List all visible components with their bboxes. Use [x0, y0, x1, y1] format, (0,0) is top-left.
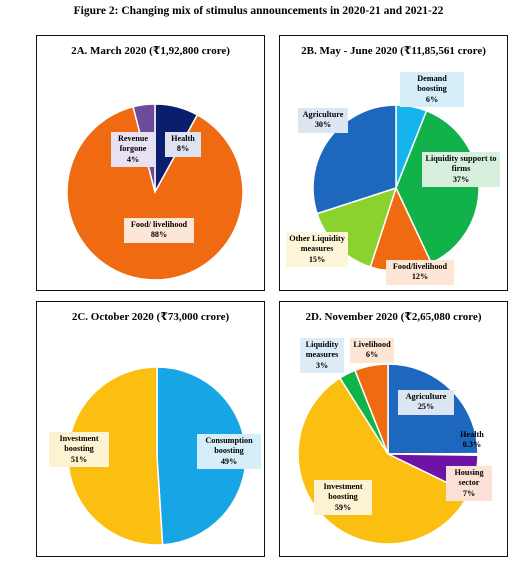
slice-label-investment-boosting: Investment boosting 51%	[49, 432, 109, 467]
slice-label-revenue-forgone: Revenue forgone 4%	[111, 132, 155, 167]
slice-label-demand-boosting: Demand boosting 6%	[400, 72, 464, 107]
panel-title: 2A. March 2020 (₹1,92,800 crore)	[71, 45, 230, 57]
pie-slice-agriculture	[312, 104, 397, 215]
panel-title: 2B. May - June 2020 (₹11,85,561 crore)	[301, 45, 486, 57]
pie-chart-2c	[67, 366, 247, 546]
panel-2d: 2D. November 2020 (₹2,65,080 crore) Liqu…	[279, 301, 508, 557]
slice-label-consumption-boosting: Consumption boosting 49%	[197, 434, 261, 469]
panel-2b: 2B. May - June 2020 (₹11,85,561 crore) D…	[279, 35, 508, 291]
panel-title: 2C. October 2020 (₹73,000 crore)	[71, 311, 230, 323]
slice-label-health: Health 0.3%	[460, 430, 484, 450]
slice-label-investment-boosting: Investment boosting 59%	[314, 480, 372, 515]
panel-2a: 2A. March 2020 (₹1,92,800 crore) Health 8…	[36, 35, 265, 291]
slice-label-agriculture: Agriculture 30%	[298, 108, 348, 133]
slice-label-food-livelihood: Food/livelihood 12%	[386, 260, 454, 285]
slice-label-other-liquidity: Other Liquidity measures 15%	[286, 232, 348, 267]
slice-label-food-livelihood: Food/ livelihood 88%	[124, 218, 194, 243]
pie-slice-livelihood	[353, 363, 389, 455]
panel-2c: 2C. October 2020 (₹73,000 crore) Investm…	[36, 301, 265, 557]
slice-label-liquidity-measures: Liquidity measures 3%	[300, 338, 344, 373]
slice-label-liquidity-support: Liquidity support to firms 37%	[422, 152, 500, 187]
panel-title: 2D. November 2020 (₹2,65,080 crore)	[305, 311, 482, 323]
slice-label-health: Health 8%	[165, 132, 201, 157]
slice-label-livelihood: Livelihood 6%	[350, 338, 394, 363]
slice-label-agriculture: Agriculture 25%	[398, 390, 454, 415]
figure-title: Figure 2: Changing mix of stimulus annou…	[73, 5, 444, 17]
slice-label-housing-sector: Housing sector 7%	[446, 466, 492, 501]
